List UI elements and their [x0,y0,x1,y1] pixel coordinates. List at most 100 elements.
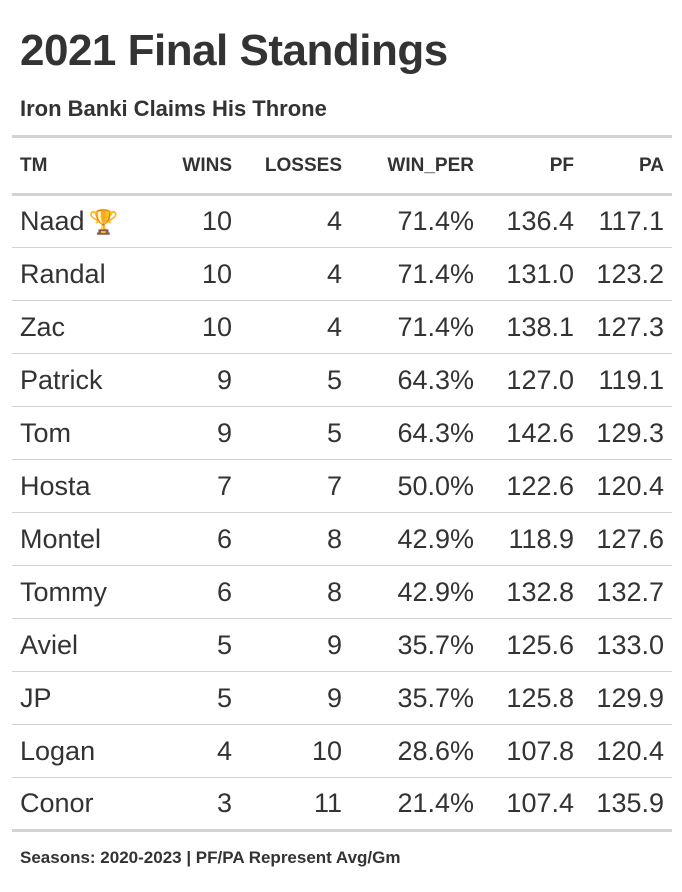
column-header-losses: LOSSES [264,154,342,176]
column-header-wins: WINS [182,154,232,176]
pa-cell: 123.2 [582,248,672,301]
losses-cell: 9 [240,672,350,725]
losses-cell: 4 [240,195,350,248]
losses-value: 8 [326,523,342,554]
team-name-value: Naad [20,206,85,236]
team-name-value: Conor [20,788,94,818]
win-per-value: 50.0% [397,470,474,501]
pa-value: 117.1 [598,206,664,236]
table-row: JP 5 9 35.7% 125.8 129.9 [12,672,672,725]
pa-value: 133.0 [596,629,664,660]
pa-value: 127.3 [596,311,664,342]
pf-value: 118.9 [508,523,574,554]
win-per-value: 64.3% [397,364,474,395]
pf-cell: 142.6 [482,407,582,460]
pf-value: 138.1 [506,311,574,342]
pa-cell: 120.4 [582,725,672,778]
win-per-value: 71.4% [397,258,474,289]
win-per-cell: 42.9% [350,566,482,619]
team-name-cell: Randal [12,248,144,301]
column-header-pf: PF [549,154,574,176]
losses-value: 4 [326,206,342,236]
losses-cell: 5 [240,354,350,407]
wins-value: 5 [216,682,232,713]
win-per-cell: 64.3% [350,407,482,460]
standings-table-container: TM WINS LOSSES WIN_PER PF PA Naad 🏆 10 4 71.… [12,135,672,832]
table-header-row: TM WINS LOSSES WIN_PER PF PA [12,136,672,195]
win-per-cell: 35.7% [350,619,482,672]
team-name-value: Hosta [20,470,91,501]
wins-value: 10 [201,258,232,289]
win-per-value: 42.9% [397,576,474,607]
pf-cell: 127.0 [482,354,582,407]
table-row: Conor 3 11 21.4% 107.4 135.9 [12,778,672,831]
team-name-cell: Hosta [12,460,144,513]
win-per-value: 71.4% [397,311,474,342]
pf-cell: 107.4 [482,778,582,831]
column-header-pa: PA [639,154,664,176]
pf-value: 122.6 [506,470,574,501]
win-per-cell: 42.9% [350,513,482,566]
pf-value: 125.6 [506,629,574,660]
win-per-value: 21.4% [397,788,474,818]
losses-cell: 8 [240,513,350,566]
pf-cell: 132.8 [482,566,582,619]
wins-value: 4 [216,735,232,766]
wins-cell: 5 [144,672,240,725]
team-name-cell: Tommy [12,566,144,619]
team-name-value: Patrick [20,364,103,395]
pa-value: 129.9 [596,682,664,713]
win-per-value: 42.9% [397,523,474,554]
table-row: Aviel 5 9 35.7% 125.6 133.0 [12,619,672,672]
table-row: Zac 10 4 71.4% 138.1 127.3 [12,301,672,354]
win-per-value: 35.7% [397,682,474,713]
wins-cell: 10 [144,248,240,301]
table-row: Montel 6 8 42.9% 118.9 127.6 [12,513,672,566]
win-per-cell: 28.6% [350,725,482,778]
losses-cell: 11 [240,778,350,831]
table-row: Tommy 6 8 42.9% 132.8 132.7 [12,566,672,619]
losses-cell: 4 [240,301,350,354]
pf-cell: 138.1 [482,301,582,354]
table-body: Naad 🏆 10 4 71.4% 136.4 117.1 Randal 10 4 71.4% 131… [12,195,672,831]
pf-value: 107.4 [506,788,574,818]
wins-cell: 9 [144,407,240,460]
win-per-cell: 21.4% [350,778,482,831]
team-name-cell: Zac [12,301,144,354]
team-name-cell: Logan [12,725,144,778]
pa-cell: 119.1 [582,354,672,407]
losses-cell: 10 [240,725,350,778]
table-row: Naad 🏆 10 4 71.4% 136.4 117.1 [12,195,672,248]
pa-value: 119.1 [598,364,664,395]
table-row: Tom 9 5 64.3% 142.6 129.3 [12,407,672,460]
column-header-win-per: WIN_PER [387,154,474,176]
pf-cell: 118.9 [482,513,582,566]
win-per-cell: 64.3% [350,354,482,407]
pa-cell: 117.1 [582,195,672,248]
pa-value: 129.3 [596,417,664,448]
losses-value: 9 [326,629,342,660]
pf-cell: 125.6 [482,619,582,672]
losses-value: 5 [326,364,342,395]
pa-cell: 133.0 [582,619,672,672]
pf-value: 132.8 [506,576,574,607]
pa-value: 132.7 [596,576,664,607]
team-name-value: Tommy [20,576,107,607]
losses-value: 5 [326,417,342,448]
win-per-cell: 71.4% [350,301,482,354]
wins-cell: 10 [144,301,240,354]
pa-cell: 129.9 [582,672,672,725]
losses-cell: 7 [240,460,350,513]
pf-cell: 107.8 [482,725,582,778]
page-subtitle: Iron Banki Claims His Throne [20,96,327,121]
pa-value: 127.6 [596,523,664,554]
wins-value: 9 [216,364,232,395]
pa-cell: 120.4 [582,460,672,513]
win-per-value: 35.7% [397,629,474,660]
team-name-cell: Naad 🏆 [12,195,144,248]
win-per-cell: 35.7% [350,672,482,725]
win-per-value: 71.4% [397,206,474,236]
table-row: Randal 10 4 71.4% 131.0 123.2 [12,248,672,301]
page-title: 2021 Final Standings [20,26,448,75]
wins-cell: 9 [144,354,240,407]
